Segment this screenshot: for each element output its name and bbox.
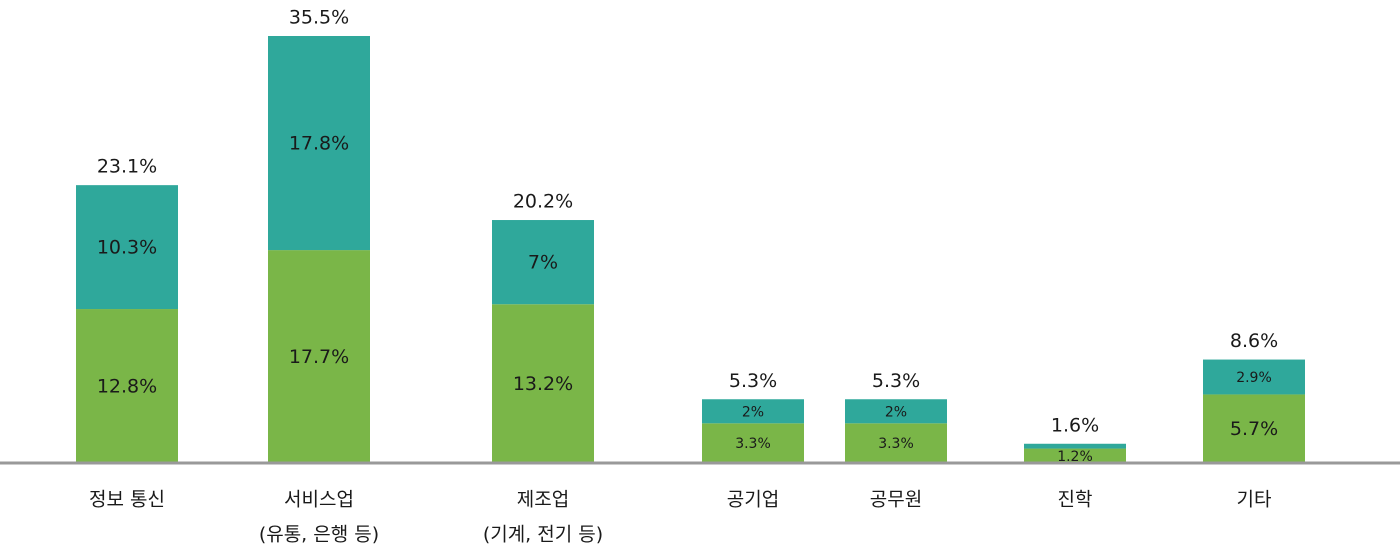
x-tick-label: 공무원	[870, 489, 922, 511]
segment-label: 10.3%	[97, 237, 157, 259]
total-label: 8.6%	[1230, 330, 1278, 352]
bar-segment	[702, 399, 804, 424]
segment-label: 2%	[742, 404, 764, 420]
x-tick-label: 진학	[1058, 489, 1093, 511]
bar-segment	[492, 304, 594, 463]
bar-segment	[492, 220, 594, 305]
bar-segment	[1024, 443, 1126, 449]
bar-segment	[76, 309, 178, 463]
total-label: 20.2%	[513, 191, 573, 213]
segment-label: 17.8%	[289, 133, 349, 155]
total-label: 5.3%	[872, 370, 920, 392]
x-tick-label: (기계, 전기 등)	[483, 524, 603, 546]
bar-segment	[268, 250, 370, 463]
bar-segment	[1203, 394, 1305, 463]
segment-label: 2%	[885, 404, 907, 420]
total-label: 35.5%	[289, 7, 349, 29]
x-tick-label: 서비스업	[284, 489, 354, 511]
segment-label: 2.9%	[1236, 370, 1272, 386]
bar-segment	[845, 423, 947, 463]
segment-label: 17.7%	[289, 346, 349, 368]
segment-label: 12.8%	[97, 376, 157, 398]
bar-segment	[702, 423, 804, 463]
bar-segment	[1024, 448, 1126, 463]
x-tick-label: 정보 통신	[89, 489, 165, 511]
segment-label: 3.3%	[878, 436, 914, 452]
bar-segment	[268, 36, 370, 251]
bar-segment	[76, 185, 178, 310]
total-label: 5.3%	[729, 370, 777, 392]
bar-segment	[845, 399, 947, 424]
x-tick-label: 공기업	[727, 489, 779, 511]
segment-label: 3.3%	[735, 436, 771, 452]
total-label: 1.6%	[1051, 414, 1099, 436]
segment-label: 1.2%	[1057, 449, 1093, 465]
segment-label: 5.7%	[1230, 418, 1278, 440]
segment-label: 13.2%	[513, 373, 573, 395]
x-tick-label: 제조업	[517, 489, 569, 511]
segment-label: 7%	[528, 252, 558, 274]
x-tick-label: 기타	[1237, 489, 1272, 511]
total-label: 23.1%	[97, 156, 157, 178]
x-tick-label: (유통, 은행 등)	[259, 524, 379, 546]
bar-segment	[1203, 359, 1305, 395]
